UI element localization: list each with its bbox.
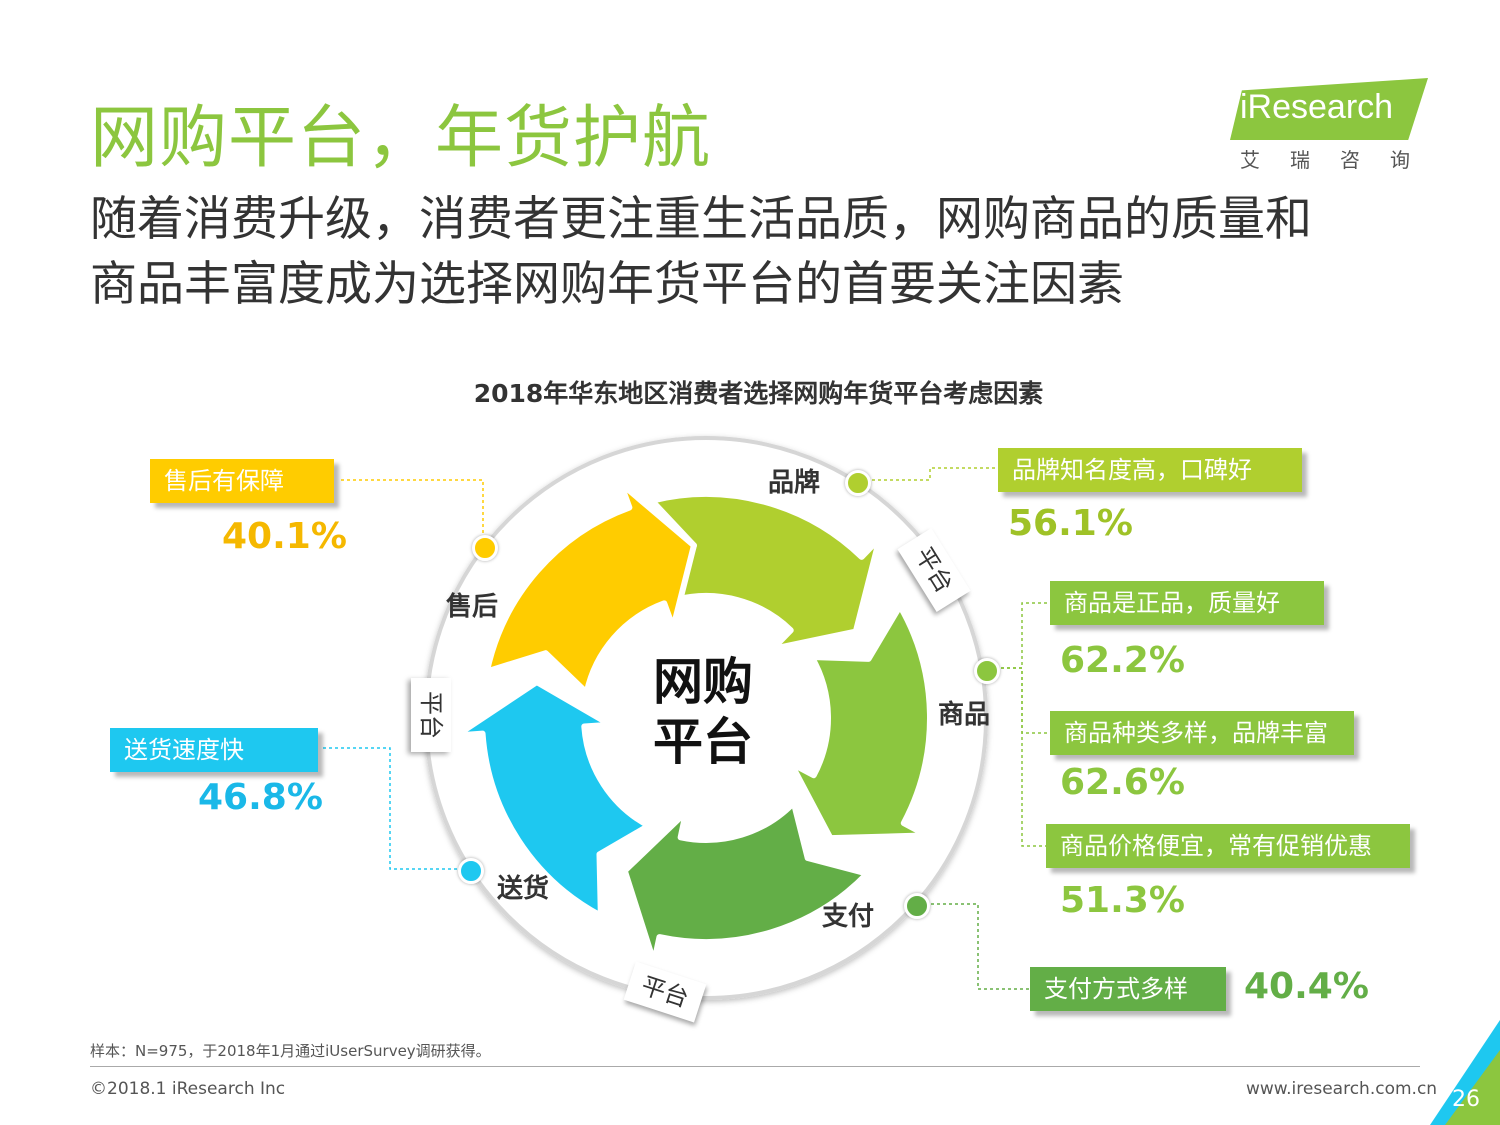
segment-label-delivery: 送货 bbox=[497, 874, 550, 904]
website-url: www.iresearch.com.cn bbox=[1246, 1079, 1438, 1099]
factor-value-aftersales: 40.1% bbox=[222, 516, 347, 557]
hub-dot-payment bbox=[904, 893, 930, 919]
logo-chinese: 艾瑞咨询 bbox=[1240, 148, 1440, 172]
center-label-line-1: 网购 bbox=[653, 653, 753, 711]
connector-payment bbox=[925, 903, 1030, 990]
factor-value-payment: 40.4% bbox=[1244, 966, 1369, 1007]
hub-dot-goods bbox=[974, 658, 1000, 684]
subtitle-line-2: 商品丰富度成为选择网购年货平台的首要关注因素 bbox=[90, 257, 1124, 312]
hub-dot-aftersales bbox=[472, 535, 498, 561]
factor-box-aftersales: 售后有保障 bbox=[150, 459, 334, 503]
segment-label-aftersales: 售后 bbox=[446, 592, 499, 622]
footer-divider bbox=[90, 1066, 1420, 1067]
subtitle-line-1: 随着消费升级，消费者更注重生活品质，网购商品的质量和 bbox=[90, 192, 1312, 247]
arrow-brand bbox=[648, 491, 883, 652]
factor-value-delivery: 46.8% bbox=[198, 777, 323, 818]
copyright: ©2018.1 iResearch Inc bbox=[90, 1079, 286, 1099]
connector-brand bbox=[866, 467, 998, 481]
factor-value-authentic: 62.2% bbox=[1060, 640, 1185, 681]
center-label: 网购 平台 bbox=[640, 652, 766, 772]
factor-box-payment: 支付方式多样 bbox=[1030, 967, 1226, 1011]
sample-footnote: 样本：N=975，于2018年1月通过iUserSurvey调研获得。 bbox=[90, 1042, 491, 1060]
page-number: 26 bbox=[1452, 1087, 1480, 1112]
connector-authentic bbox=[995, 602, 1050, 669]
chart-title: 2018年华东地区消费者选择网购年货平台考虑因素 bbox=[473, 379, 1044, 408]
connector-price bbox=[995, 667, 1046, 847]
segment-label-goods: 商品 bbox=[938, 700, 991, 730]
segment-label-payment: 支付 bbox=[822, 902, 875, 932]
page-title: 网购平台，年货护航 bbox=[90, 99, 712, 178]
ring-tag-platform: 平台 bbox=[411, 678, 451, 752]
arrow-delivery bbox=[453, 679, 652, 919]
factor-box-authentic: 商品是正品，质量好 bbox=[1050, 581, 1324, 625]
factor-value-brand: 56.1% bbox=[1008, 503, 1133, 544]
logo-wordmark: iResearch bbox=[1240, 88, 1394, 126]
corner-decoration bbox=[1430, 1020, 1500, 1125]
iresearch-logo: iResearch 艾瑞咨询 bbox=[1230, 78, 1430, 172]
factor-box-brand: 品牌知名度高，口碑好 bbox=[998, 448, 1302, 492]
factor-box-delivery: 送货速度快 bbox=[110, 728, 318, 772]
arrow-payment bbox=[621, 799, 871, 966]
hub-dot-brand bbox=[845, 470, 871, 496]
hub-dot-delivery bbox=[458, 858, 484, 884]
factor-value-variety: 62.6% bbox=[1060, 762, 1185, 803]
connector-delivery bbox=[320, 747, 469, 870]
arrow-aftersales bbox=[483, 480, 697, 696]
arrow-goods bbox=[787, 603, 933, 842]
connector-aftersales bbox=[338, 479, 484, 545]
segment-label-brand: 品牌 bbox=[768, 468, 821, 498]
factor-value-price: 51.3% bbox=[1060, 880, 1185, 921]
factor-box-price: 商品价格便宜，常有促销优惠 bbox=[1046, 824, 1410, 868]
center-label-line-2: 平台 bbox=[653, 713, 753, 771]
factor-box-variety: 商品种类多样，品牌丰富 bbox=[1050, 711, 1354, 755]
